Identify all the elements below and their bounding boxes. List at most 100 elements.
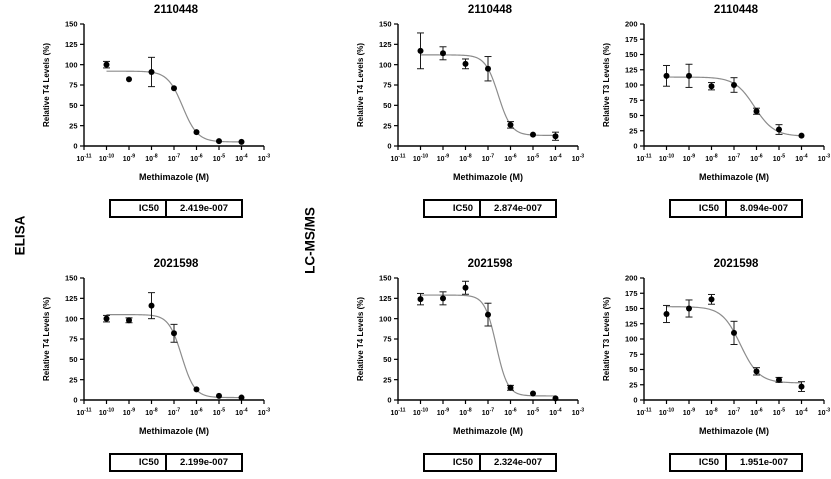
- chart-title: 2110448: [713, 4, 759, 16]
- panel-elisa-2110448-t4: 2110448 0 25 50 75 100 125 150 10-11 10-10 10-9 10…: [38, 2, 274, 218]
- svg-text:10-11: 10-11: [76, 154, 91, 164]
- svg-text:50: 50: [629, 365, 637, 374]
- svg-text:Methimazole (M): Methimazole (M): [139, 426, 209, 436]
- ic50-table: IC50 2.874e-007: [423, 199, 557, 218]
- svg-text:0: 0: [73, 142, 77, 151]
- svg-text:10-9: 10-9: [123, 408, 136, 418]
- ic50-table: IC50 1.951e-007: [669, 453, 803, 472]
- svg-text:10-9: 10-9: [123, 154, 136, 164]
- svg-text:10-3: 10-3: [572, 408, 585, 418]
- dose-response-chart: 0 25 50 75 100 125 150 10-11 10-10 10-9 10-8 10-7 10…: [356, 20, 585, 182]
- ic50-table-wrap: IC50 8.094e-007: [598, 199, 831, 218]
- svg-text:125: 125: [379, 40, 392, 49]
- ic50-label: IC50: [425, 455, 481, 470]
- svg-text:75: 75: [629, 96, 637, 105]
- svg-text:10-11: 10-11: [390, 408, 405, 418]
- svg-text:10-8: 10-8: [705, 408, 718, 418]
- svg-text:10-5: 10-5: [213, 154, 226, 164]
- svg-text:Methimazole (M): Methimazole (M): [699, 172, 769, 182]
- ic50-table: IC50 2.199e-007: [109, 453, 243, 472]
- ic50-label: IC50: [671, 201, 727, 216]
- svg-text:25: 25: [629, 380, 637, 389]
- svg-text:10-8: 10-8: [459, 408, 472, 418]
- svg-text:125: 125: [625, 65, 638, 74]
- ic50-value: 2.874e-007: [493, 203, 543, 214]
- svg-text:10-8: 10-8: [145, 154, 158, 164]
- row-label-elisa: ELISA: [12, 215, 28, 256]
- svg-text:10-5: 10-5: [773, 408, 786, 418]
- svg-text:10-4: 10-4: [795, 408, 808, 418]
- svg-text:125: 125: [379, 294, 392, 303]
- svg-text:10-7: 10-7: [728, 154, 741, 164]
- svg-text:75: 75: [69, 81, 77, 90]
- svg-text:Methimazole (M): Methimazole (M): [139, 172, 209, 182]
- svg-text:50: 50: [69, 101, 77, 110]
- svg-text:150: 150: [65, 274, 78, 283]
- svg-text:10-11: 10-11: [390, 154, 405, 164]
- svg-text:75: 75: [383, 81, 391, 90]
- svg-text:0: 0: [387, 142, 391, 151]
- svg-text:10-6: 10-6: [190, 154, 203, 164]
- svg-text:25: 25: [69, 121, 77, 130]
- dose-response-chart: 0 25 50 75 100 125 150 175 200 10-11 10-10 10-9 10-8…: [602, 20, 830, 182]
- svg-text:10-3: 10-3: [258, 408, 271, 418]
- svg-text:100: 100: [65, 314, 78, 323]
- svg-text:25: 25: [629, 126, 637, 135]
- svg-text:10-10: 10-10: [659, 154, 674, 164]
- svg-text:Relative T3 Levels (%): Relative T3 Levels (%): [602, 43, 611, 127]
- ic50-value: 8.094e-007: [739, 203, 789, 214]
- svg-text:10-10: 10-10: [99, 408, 114, 418]
- svg-text:Relative T4 Levels (%): Relative T4 Levels (%): [42, 43, 51, 127]
- ic50-label: IC50: [671, 455, 727, 470]
- svg-text:10-5: 10-5: [773, 154, 786, 164]
- ic50-table-wrap: IC50 2.874e-007: [352, 199, 588, 218]
- panel-lcmsms-2110448-t4: 2110448 0 25 50 75 100 125 150 10-11 10-10 10-9 10…: [352, 2, 588, 218]
- svg-text:10-5: 10-5: [527, 154, 540, 164]
- panel-lcmsms-2021598-t3: 2021598 0 25 50 75 100 125 150 175 200 10-11 10-10…: [598, 256, 831, 472]
- svg-text:Methimazole (M): Methimazole (M): [699, 426, 769, 436]
- svg-text:150: 150: [625, 50, 638, 59]
- svg-text:10-4: 10-4: [795, 154, 808, 164]
- chart-title: 2021598: [713, 258, 759, 270]
- svg-text:10-10: 10-10: [413, 154, 428, 164]
- svg-text:10-7: 10-7: [168, 154, 181, 164]
- svg-text:Methimazole (M): Methimazole (M): [453, 172, 523, 182]
- svg-text:Relative T4 Levels (%): Relative T4 Levels (%): [356, 297, 365, 381]
- dose-response-chart: 0 25 50 75 100 125 150 10-11 10-10 10-9 10-8 10-7 10…: [42, 20, 270, 182]
- dose-response-chart: 0 25 50 75 100 125 150 10-11 10-10 10-9 10-8 10-7 10…: [42, 274, 271, 436]
- ic50-table: IC50 8.094e-007: [669, 199, 803, 218]
- svg-text:150: 150: [65, 20, 78, 29]
- svg-text:125: 125: [65, 294, 78, 303]
- ic50-table-wrap: IC50 2.324e-007: [352, 453, 588, 472]
- ic50-table-wrap: IC50 1.951e-007: [598, 453, 831, 472]
- svg-text:175: 175: [625, 35, 638, 44]
- ic50-value: 2.324e-007: [493, 457, 543, 468]
- svg-text:10-10: 10-10: [413, 408, 428, 418]
- svg-text:10-8: 10-8: [705, 154, 718, 164]
- svg-text:0: 0: [633, 142, 637, 151]
- panel-lcmsms-2110448-t3: 2110448 0 25 50 75 100 125 150 175 200 10-11 10-10…: [598, 2, 831, 218]
- svg-text:200: 200: [625, 20, 638, 29]
- svg-text:0: 0: [73, 396, 77, 405]
- svg-text:Methimazole (M): Methimazole (M): [453, 426, 523, 436]
- svg-text:0: 0: [633, 396, 637, 405]
- svg-text:10-9: 10-9: [437, 154, 450, 164]
- dose-response-chart: 0 25 50 75 100 125 150 10-11 10-10 10-9 10-8 10-7 10…: [356, 274, 585, 436]
- chart-title: 2110448: [153, 4, 199, 16]
- ic50-table: IC50 2.419e-007: [109, 199, 243, 218]
- svg-text:10-4: 10-4: [235, 154, 248, 164]
- svg-text:10-3: 10-3: [572, 154, 585, 164]
- svg-text:100: 100: [379, 60, 392, 69]
- svg-text:10-4: 10-4: [549, 408, 562, 418]
- svg-text:10-7: 10-7: [482, 408, 495, 418]
- chart-title: 2110448: [467, 4, 513, 16]
- svg-text:10-6: 10-6: [190, 408, 203, 418]
- svg-text:10-10: 10-10: [99, 154, 114, 164]
- ic50-label: IC50: [111, 455, 167, 470]
- chart-title: 2021598: [467, 258, 513, 270]
- svg-text:100: 100: [625, 335, 638, 344]
- svg-text:0: 0: [387, 396, 391, 405]
- svg-text:75: 75: [69, 335, 77, 344]
- svg-text:150: 150: [379, 274, 392, 283]
